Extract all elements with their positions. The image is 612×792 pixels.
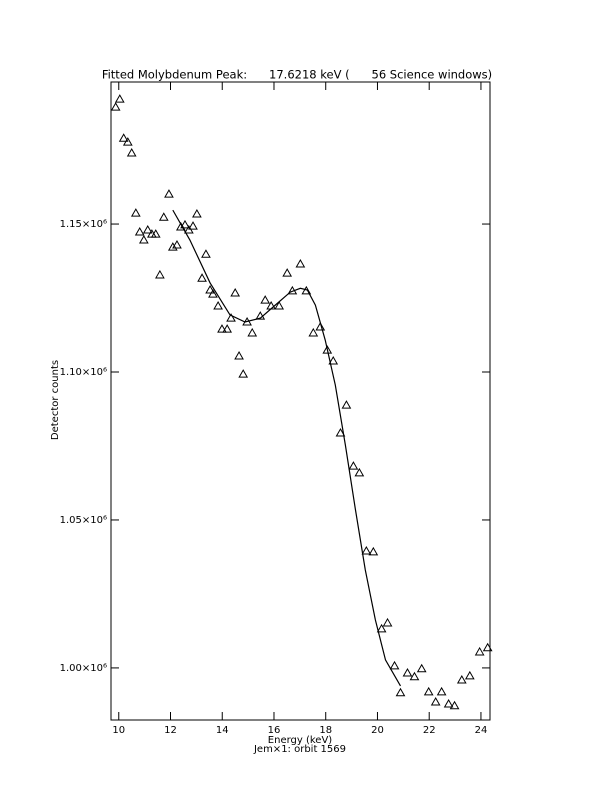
data-point <box>222 324 233 333</box>
data-point <box>118 133 129 142</box>
data-point <box>201 249 211 258</box>
data-point <box>230 287 241 297</box>
data-point <box>395 687 406 697</box>
data-point <box>167 242 178 251</box>
y-tick-label: 1.15×10⁶ <box>60 219 107 230</box>
data-point <box>416 663 427 673</box>
data-point <box>188 221 198 230</box>
data-point <box>423 686 434 696</box>
data-point <box>348 461 359 470</box>
y-tick-label: 1.05×10⁶ <box>60 515 107 526</box>
data-point <box>389 660 400 670</box>
data-point <box>247 327 258 337</box>
data-point <box>308 327 319 337</box>
data-point <box>255 311 266 320</box>
chart-title: Fitted Molybdenum Peak: 17.6218 keV ( 56… <box>102 68 492 82</box>
x-tick-label: 24 <box>475 725 488 736</box>
y-axis-label: Detector counts <box>50 360 61 440</box>
x-tick-label: 20 <box>371 725 384 736</box>
data-point <box>110 102 121 111</box>
data-point <box>464 670 475 680</box>
data-point <box>376 623 387 633</box>
data-point <box>122 137 133 146</box>
data-point <box>354 467 365 477</box>
data-point <box>234 351 244 360</box>
data-point <box>205 285 215 294</box>
data-point <box>456 675 467 684</box>
data-point <box>238 369 249 378</box>
data-point <box>208 289 218 298</box>
data-point <box>197 273 207 282</box>
data-point <box>361 546 372 555</box>
data-point <box>217 324 227 333</box>
x-tick-label: 10 <box>112 725 125 736</box>
x-tick-label: 16 <box>268 725 281 736</box>
data-point <box>180 219 190 229</box>
data-point <box>368 546 379 556</box>
data-point <box>192 208 202 218</box>
data-point <box>328 356 339 365</box>
data-point <box>164 189 174 198</box>
data-point <box>436 686 447 696</box>
data-point <box>449 700 460 710</box>
data-point <box>322 345 333 354</box>
data-point <box>134 227 145 236</box>
plot-frame <box>110 81 491 721</box>
data-point <box>430 696 441 706</box>
data-point <box>172 240 182 249</box>
data-point <box>482 642 493 652</box>
x-axis-label: Energy (keV) <box>268 735 333 746</box>
data-point <box>382 617 393 627</box>
data-point <box>402 667 413 677</box>
data-point <box>114 94 125 103</box>
data-point <box>158 212 169 221</box>
data-point <box>155 269 165 279</box>
data-point <box>474 646 485 656</box>
data-point <box>150 229 161 238</box>
data-point <box>213 301 223 310</box>
data-point <box>126 148 137 157</box>
data-point <box>409 671 420 681</box>
data-point <box>301 285 312 295</box>
y-tick-label: 1.10×10⁶ <box>60 367 107 378</box>
x-tick-label: 14 <box>216 725 229 736</box>
x-tick-label: 18 <box>319 725 332 736</box>
data-point <box>226 313 236 322</box>
data-point <box>443 699 454 708</box>
fit-line <box>172 209 402 687</box>
data-point <box>142 224 153 234</box>
data-point <box>274 301 285 310</box>
data-point <box>335 427 346 437</box>
data-point <box>315 322 326 331</box>
x-tick-label: 12 <box>164 725 177 736</box>
subtitle: Jem×1: orbit 1569 <box>253 744 346 755</box>
data-point <box>295 258 306 268</box>
x-tick-label: 22 <box>423 725 436 736</box>
data-point <box>260 295 271 304</box>
data-point <box>282 268 293 277</box>
data-point <box>130 208 141 217</box>
data-point <box>138 235 149 244</box>
data-point <box>341 400 352 409</box>
y-tick-label: 1.00×10⁶ <box>60 663 107 674</box>
